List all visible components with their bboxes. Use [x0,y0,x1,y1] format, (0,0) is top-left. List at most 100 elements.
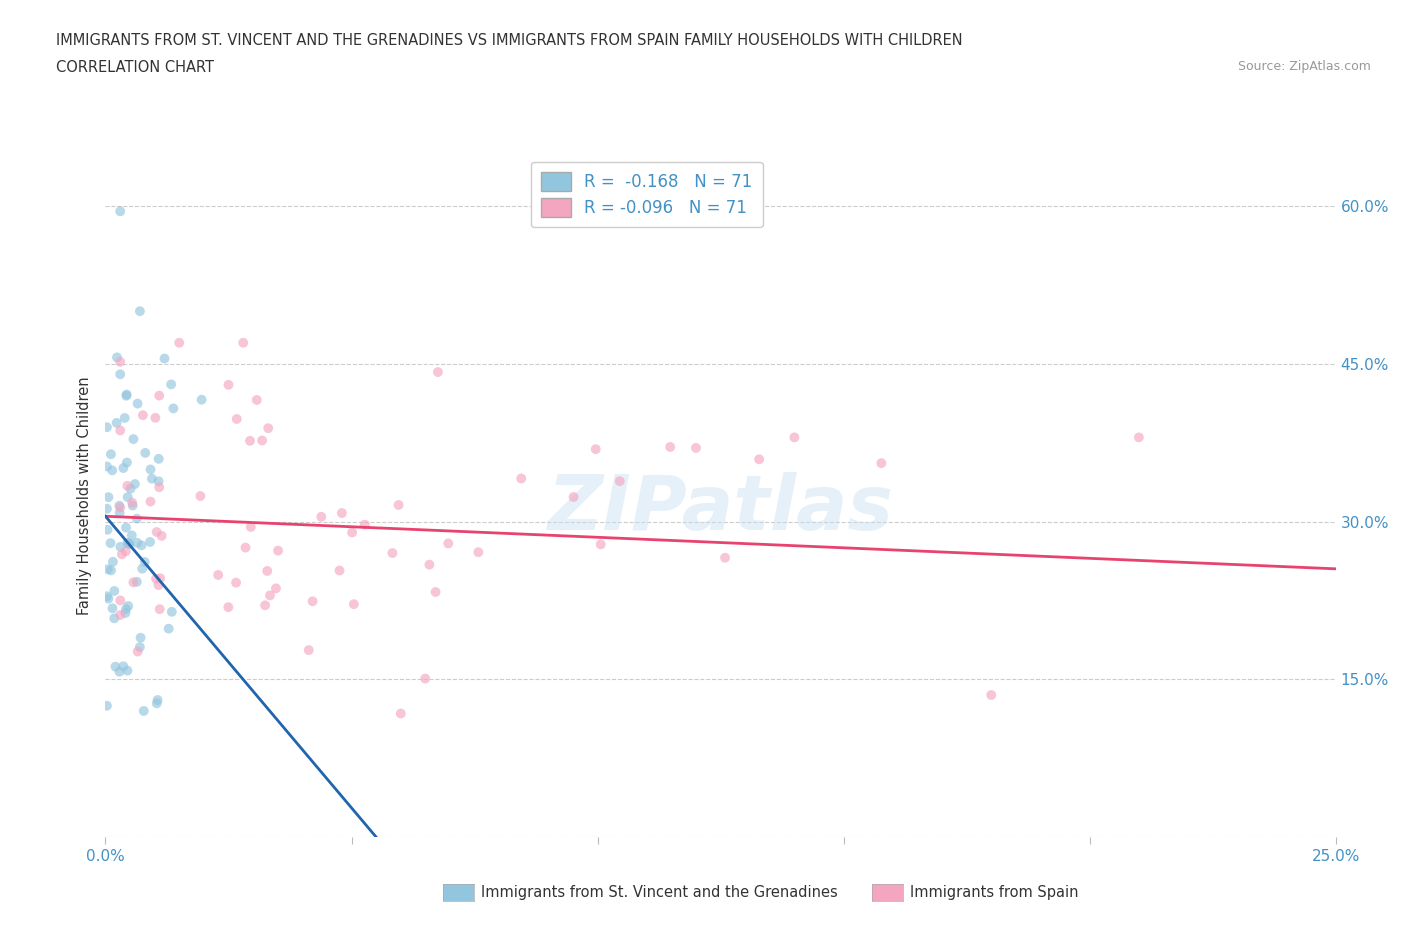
Point [115,389,138,404]
Point [114,605,136,620]
Text: Source: ZipAtlas.com: Source: ZipAtlas.com [1237,60,1371,73]
Point [145,410,167,425]
Point [149,602,172,617]
Point [748,452,770,467]
Point [264,581,287,596]
Point [259,588,281,603]
Point [239,433,262,448]
Point [162,401,184,416]
Point [225,412,247,427]
Point [110,539,132,554]
Point [145,525,167,539]
Point [160,604,183,619]
Point [108,506,131,521]
Point [132,703,155,718]
Point [110,607,132,622]
Point [101,601,124,616]
Point [562,489,585,504]
Point [190,392,212,407]
Point [1128,430,1150,445]
Point [120,481,142,496]
Point [115,455,138,470]
Point [114,410,136,425]
Point [340,525,363,540]
Point [169,336,191,351]
Point [101,463,124,478]
Text: Immigrants from Spain: Immigrants from Spain [910,885,1078,900]
Point [467,545,489,560]
Point [96,459,118,474]
Point [426,365,449,379]
Legend: R =  -0.168   N = 71, R = -0.096   N = 71: R = -0.168 N = 71, R = -0.096 N = 71 [531,162,762,227]
Point [96,698,118,713]
Point [250,433,273,448]
Y-axis label: Family Households with Children: Family Households with Children [77,376,93,615]
Point [100,536,122,551]
Point [157,621,180,636]
Point [139,494,162,509]
Point [141,472,163,486]
Point [389,706,412,721]
Point [146,693,169,708]
Point [301,594,323,609]
Point [218,378,240,392]
Point [127,396,149,411]
Point [117,663,139,678]
Text: IMMIGRANTS FROM ST. VINCENT AND THE GRENADINES VS IMMIGRANTS FROM SPAIN FAMILY H: IMMIGRANTS FROM ST. VINCENT AND THE GREN… [56,33,963,47]
Point [589,537,612,551]
Point [110,423,132,438]
Point [97,591,120,606]
Point [115,520,138,535]
Point [659,440,682,455]
Point [585,442,607,457]
Point [117,478,139,493]
Point [112,460,135,475]
Point [101,554,124,569]
Point [425,585,447,600]
Point [148,474,170,489]
Point [148,480,170,495]
Point [96,501,118,516]
Point [117,599,139,614]
Point [121,496,143,511]
Point [110,354,132,369]
Point [115,387,138,402]
Point [217,600,239,615]
Point [188,488,211,503]
Point [298,643,321,658]
Text: ZIPatlas: ZIPatlas [547,472,894,546]
Point [150,528,173,543]
Point [100,563,122,578]
Point [714,551,737,565]
Point [131,538,153,552]
Point [112,658,135,673]
Point [343,597,366,612]
Point [129,304,152,319]
Point [246,392,269,407]
Point [232,336,254,351]
Point [267,543,290,558]
Point [97,562,120,577]
Point [110,366,132,381]
Point [132,407,155,422]
Point [97,490,120,505]
Text: Immigrants from St. Vincent and the Grenadines: Immigrants from St. Vincent and the Gren… [481,885,838,900]
Point [108,498,131,513]
Point [131,561,153,576]
Text: CORRELATION CHART: CORRELATION CHART [56,60,214,75]
Point [139,535,162,550]
Point [118,537,141,551]
Point [685,441,707,456]
Point [235,540,257,555]
Point [115,602,138,617]
Point [104,659,127,674]
Point [148,388,170,403]
Point [145,571,167,586]
Point [96,589,118,604]
Point [311,510,333,525]
Point [105,416,128,431]
Point [114,544,136,559]
Point [134,554,156,569]
Point [117,536,139,551]
Point [437,536,460,551]
